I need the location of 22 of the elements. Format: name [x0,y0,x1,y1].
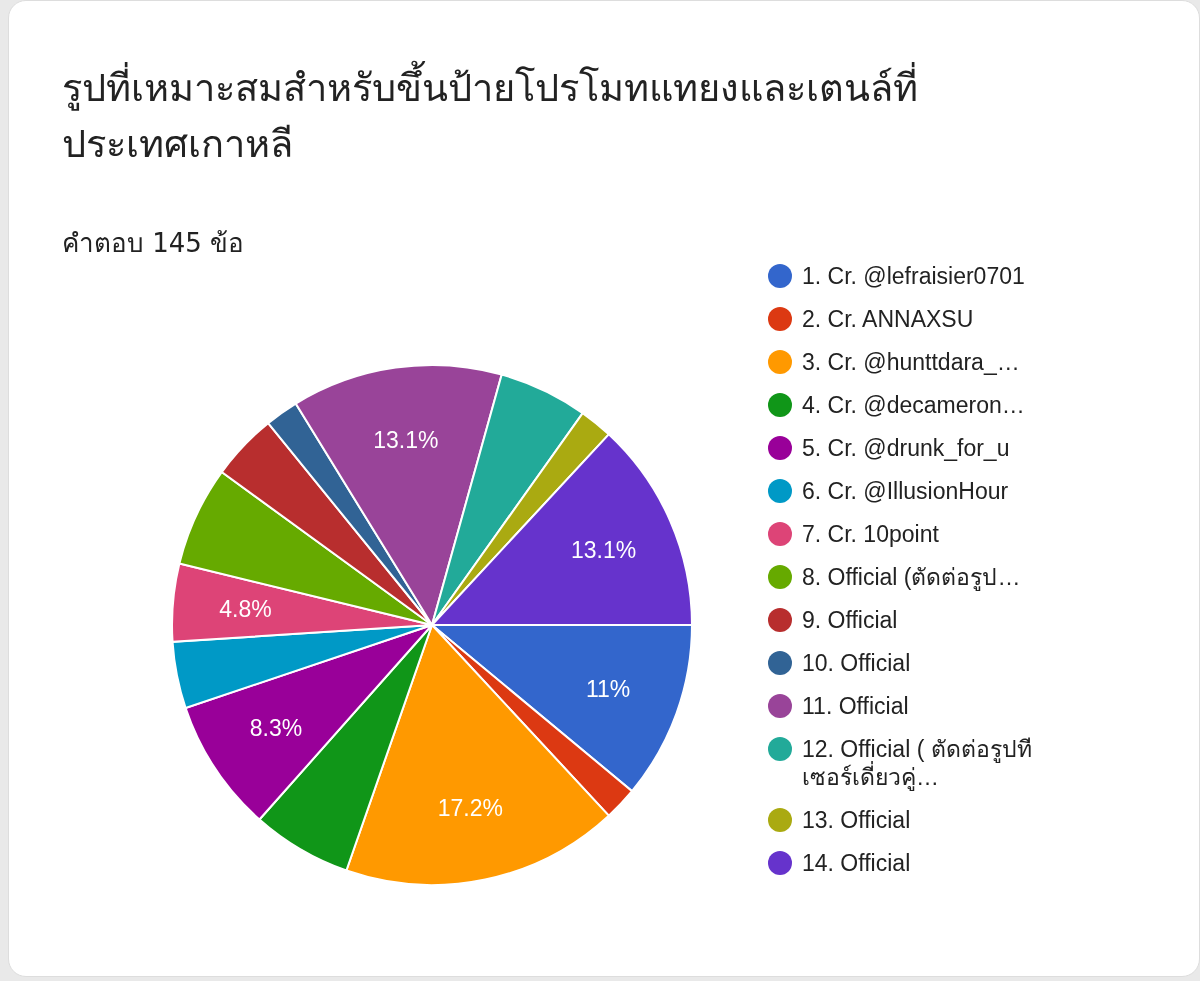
legend-label: 2. Cr. ANNAXSU [802,306,974,332]
legend-label: 8. Official (ตัดต่อรูป… [802,564,1021,590]
data-label: 17.2% [437,795,503,822]
legend-label: 5. Cr. @drunk_for_u [802,435,1010,461]
data-label: 13.1% [570,537,637,564]
legend-label: 10. Official [802,650,911,676]
legend-label: 4. Cr. @decameron… [802,392,1025,418]
legend-label: 9. Official [802,607,898,633]
legend-label: 6. Cr. @IllusionHour [802,478,1009,504]
data-label: 13.1% [373,426,439,453]
legend-label: 3. Cr. @hunttdara_… [802,349,1020,375]
legend-label: 1. Cr. @lefraisier0701 [802,263,1025,289]
legend-label: 13. Official [802,807,911,833]
data-label: 11% [585,675,631,702]
chart-subtitle: คำตอบ 145 ข้อ [62,227,245,260]
legend-label: 11. Official [802,693,909,719]
data-label: 8.3% [249,715,303,742]
legend-label: 7. Cr. 10point [802,521,939,547]
data-label: 4.8% [219,595,272,622]
legend-label: 12. Official ( ตัดต่อรูปทีเซอร์เดี่ยวคู่… [802,736,1032,790]
chart-title: รูปที่เหมาะสมสำหรับขึ้นป้ายโปรโมทแทยงและเตนล์ที่ประเทศเกาหลี [62,60,919,168]
legend-label: 14. Official [802,850,911,876]
